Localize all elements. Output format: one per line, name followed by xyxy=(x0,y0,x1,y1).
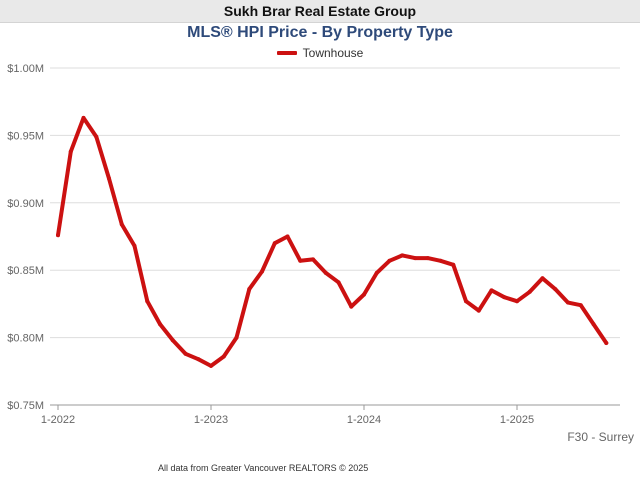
data-point xyxy=(362,292,366,297)
data-point xyxy=(387,258,392,263)
data-point xyxy=(56,233,60,238)
data-point xyxy=(502,295,507,300)
data-point xyxy=(311,257,315,262)
series-line-townhouse xyxy=(56,115,609,368)
region-label: F30 - Surrey xyxy=(567,430,634,444)
data-point xyxy=(170,338,175,343)
data-point xyxy=(591,322,596,327)
y-tick-label: $0.90M xyxy=(7,198,44,210)
data-point xyxy=(221,354,226,359)
data-point xyxy=(132,243,137,248)
data-point xyxy=(107,176,111,181)
data-point xyxy=(285,234,290,239)
banner: Sukh Brar Real Estate Group xyxy=(0,0,640,23)
data-point xyxy=(272,241,277,246)
legend: Townhouse xyxy=(0,46,640,60)
data-point xyxy=(464,299,468,304)
x-tick-label: 1-2023 xyxy=(194,414,228,426)
data-point xyxy=(158,322,162,327)
data-point xyxy=(196,357,201,362)
y-tick-label: $0.95M xyxy=(7,130,44,142)
data-point xyxy=(183,351,188,356)
data-point xyxy=(400,253,405,258)
data-point xyxy=(94,134,99,139)
data-point xyxy=(553,287,558,292)
data-point xyxy=(540,276,545,281)
y-tick-label: $0.85M xyxy=(7,265,44,277)
y-tick-label: $0.75M xyxy=(7,400,44,412)
data-point xyxy=(476,308,481,313)
data-point xyxy=(413,256,417,261)
data-point xyxy=(247,287,252,292)
footer-credit: All data from Greater Vancouver REALTORS… xyxy=(158,463,369,473)
x-tick-label: 1-2025 xyxy=(500,414,534,426)
data-point xyxy=(298,258,303,263)
data-point xyxy=(604,340,609,345)
legend-swatch xyxy=(276,51,297,55)
chart-title: MLS® HPI Price - By Property Type xyxy=(187,24,453,41)
data-point xyxy=(489,288,494,293)
y-tick-label: $0.80M xyxy=(7,333,44,345)
y-tick-label: $1.00M xyxy=(7,63,44,75)
data-point xyxy=(119,222,124,227)
data-point xyxy=(527,289,532,294)
data-point xyxy=(68,149,73,154)
data-point xyxy=(209,363,213,368)
data-point xyxy=(374,270,379,275)
data-point xyxy=(349,304,354,309)
data-point xyxy=(451,262,456,267)
data-point xyxy=(578,303,583,308)
data-point xyxy=(260,269,264,274)
data-point xyxy=(425,256,430,261)
x-tick-label: 1-2022 xyxy=(41,414,75,426)
data-point xyxy=(515,299,519,304)
data-point xyxy=(81,115,86,120)
data-point xyxy=(145,299,150,304)
data-point xyxy=(234,335,239,340)
data-point xyxy=(336,280,341,285)
legend-label: Townhouse xyxy=(302,46,364,60)
x-tick-label: 1-2024 xyxy=(347,414,381,426)
data-point xyxy=(566,300,570,305)
data-point xyxy=(323,270,328,275)
data-point xyxy=(438,258,443,263)
